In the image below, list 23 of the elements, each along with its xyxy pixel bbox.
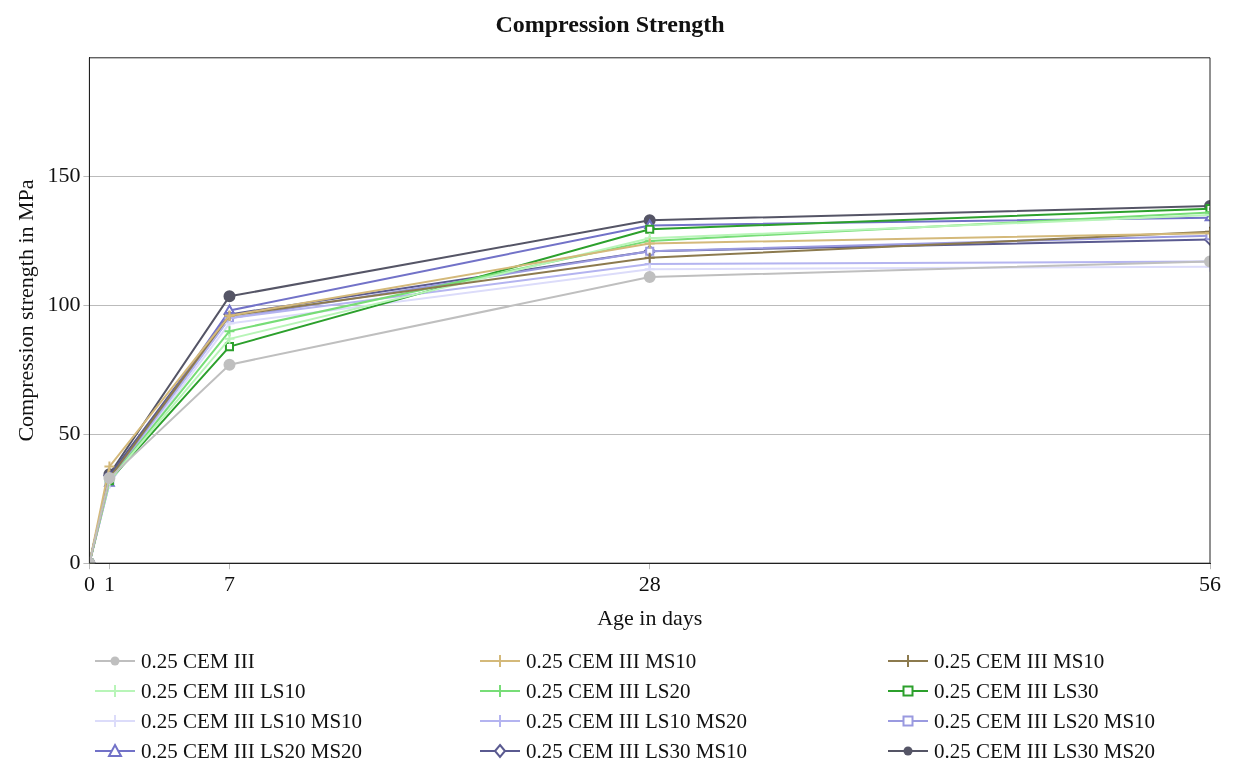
legend-label: 0.25 CEM III LS30 MS10 — [526, 738, 748, 764]
legend-label: 0.25 CEM III LS20 MS10 — [934, 708, 1156, 734]
y-tick-label: 150 — [47, 162, 81, 188]
y-tick-label: 100 — [47, 291, 81, 317]
legend-label: 0.25 CEM III — [141, 648, 255, 674]
legend-label: 0.25 CEM III LS10 — [141, 678, 306, 704]
y-axis-title: Compression strength in MPa — [12, 179, 38, 442]
x-tick-label: 7 — [223, 571, 235, 597]
legend-label: 0.25 CEM III LS30 MS20 — [934, 738, 1156, 764]
y-tick-label: 50 — [58, 420, 81, 446]
x-axis-title: Age in days — [597, 604, 703, 630]
x-tick-label: 28 — [638, 571, 661, 597]
legend-label: 0.25 CEM III LS30 — [934, 678, 1099, 704]
legend-label: 0.25 CEM III LS10 MS10 — [141, 708, 363, 734]
y-tick-label: 0 — [69, 548, 81, 574]
x-tick-label: 1 — [103, 571, 115, 597]
legend-label: 0.25 CEM III MS10 — [526, 648, 697, 674]
legend-label: 0.25 CEM III MS10 — [934, 648, 1105, 674]
x-tick-label: 56 — [1199, 571, 1221, 597]
legend-label: 0.25 CEM III LS20 — [526, 678, 691, 704]
chart-title: Compression Strength — [495, 10, 725, 37]
legend-label: 0.25 CEM III LS10 MS20 — [526, 708, 748, 734]
legend-label: 0.25 CEM III LS20 MS20 — [141, 738, 363, 764]
